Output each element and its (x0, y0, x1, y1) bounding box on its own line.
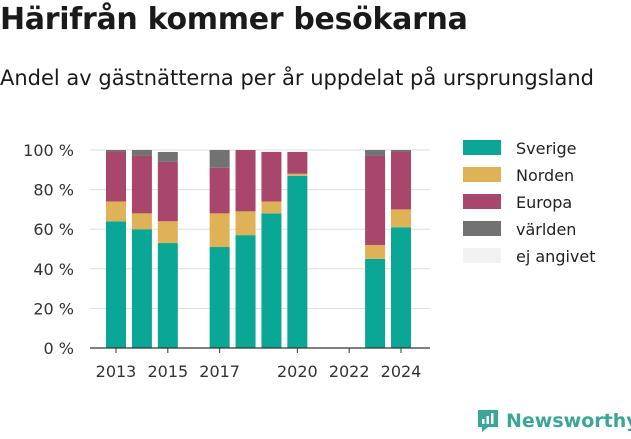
bar-segment (261, 213, 282, 348)
chart-title: Härifrån kommer besökarna (0, 2, 468, 37)
bar-segment (261, 150, 282, 152)
bar-segment (106, 201, 126, 222)
x-tick-label: 2013 (96, 362, 137, 381)
x-tick-label: 2024 (381, 362, 422, 381)
bar-segment (235, 235, 256, 348)
bar-segment (235, 150, 256, 212)
x-tick-label: 2015 (147, 362, 188, 381)
bar-segment (106, 151, 126, 202)
bar-segment (287, 175, 308, 348)
legend-label: Norden (516, 166, 574, 185)
bar-segment (209, 150, 230, 168)
bar-segment (209, 247, 230, 348)
bar-segment (131, 229, 152, 348)
legend-swatch (463, 140, 501, 155)
x-tick-label: 2022 (329, 362, 370, 381)
bar-segment (261, 151, 282, 202)
bar-segment (365, 150, 386, 156)
bar-segment (365, 258, 386, 348)
bar-segment (365, 245, 386, 259)
y-tick-label: 0 % (44, 339, 74, 358)
bar-segment (209, 167, 230, 214)
y-tick-label: 100 % (23, 141, 74, 160)
bar-segment (287, 151, 308, 174)
bar-segment (157, 221, 178, 244)
legend-label: Sverige (516, 139, 577, 158)
bar-segment (261, 201, 282, 214)
bar-segment (287, 173, 308, 176)
bar-segment (131, 155, 152, 214)
bar-segment (157, 243, 178, 348)
legend-swatch (463, 194, 501, 209)
chart-subtitle: Andel av gästnätterna per år uppdelat på… (0, 66, 594, 90)
legend-swatch (463, 248, 501, 263)
y-tick-label: 80 % (33, 181, 74, 200)
bar-segment (287, 150, 308, 152)
bar-segment (365, 155, 386, 246)
y-tick-label: 20 % (33, 299, 74, 318)
bar-segment (235, 211, 256, 236)
bar-segment (131, 150, 152, 156)
bar-segment (391, 209, 411, 228)
legend-label: Europa (516, 193, 572, 212)
bar-segment (391, 151, 411, 210)
bar-segment (106, 221, 126, 348)
x-tick-label: 2017 (199, 362, 240, 381)
legend-swatch (463, 167, 501, 182)
legend-label: ej angivet (516, 247, 596, 266)
bar-segment (209, 213, 230, 248)
legend-label: världen (516, 220, 576, 239)
y-tick-label: 40 % (33, 260, 74, 279)
x-tick-label: 2020 (277, 362, 318, 381)
brand-logo: Newsworthy (476, 408, 631, 434)
bar-segment (391, 150, 411, 152)
y-tick-label: 60 % (33, 220, 74, 239)
brand-name: Newsworthy (506, 410, 631, 432)
legend-swatch (463, 221, 501, 236)
bar-segment (106, 150, 126, 152)
bar-segment (157, 151, 178, 162)
newsworthy-logo-icon (478, 410, 498, 432)
bar-segment (391, 227, 411, 348)
bar-segment (157, 161, 178, 222)
bar-segment (131, 213, 152, 230)
